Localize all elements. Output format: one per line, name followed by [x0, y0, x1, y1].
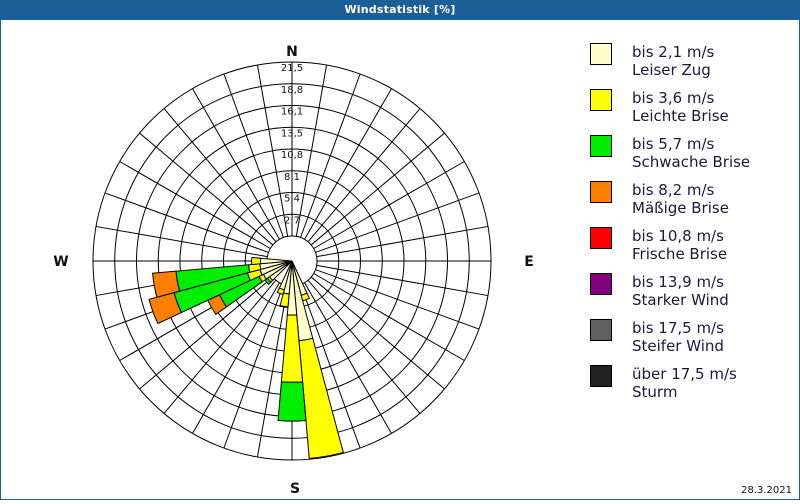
compass-south: S	[290, 481, 300, 497]
compass-west: W	[53, 254, 68, 270]
ring-label: 13,5	[281, 128, 303, 139]
legend-label: Leiser Zug	[632, 61, 711, 79]
legend-label: Sturm	[632, 383, 677, 401]
compass-north: N	[286, 44, 298, 60]
legend-range: bis 2,1 m/s	[632, 43, 714, 61]
legend-swatch	[590, 365, 612, 387]
ring-label: 8,1	[284, 172, 300, 183]
legend-range: bis 8,2 m/s	[632, 181, 714, 199]
wind-sector-segment	[299, 338, 343, 458]
ring-label: 21,5	[281, 63, 303, 74]
ring-label: 10,8	[281, 150, 303, 161]
legend-swatch	[590, 273, 612, 295]
legend-swatch	[590, 135, 612, 157]
legend-swatch	[590, 181, 612, 203]
legend-swatch	[590, 89, 612, 111]
compass-east: E	[524, 254, 534, 270]
legend-label: Starker Wind	[632, 291, 729, 309]
legend-label: Steifer Wind	[632, 337, 724, 355]
ring-label: 18,8	[281, 85, 303, 96]
wind-sector-segment	[280, 293, 289, 307]
legend-swatch	[590, 227, 612, 249]
ring-label: 2,7	[284, 215, 300, 226]
wind-sector-segment	[278, 382, 306, 421]
legend-label: Leichte Brise	[632, 107, 729, 125]
legend-label: Mäßige Brise	[632, 199, 729, 217]
ring-label: 5,4	[284, 194, 300, 205]
wind-rose-plot: 2,7 5,4 8,1 10,8 13,5 16,1 18,8 21,5 N E S W	[0, 20, 560, 500]
ring-label: 16,1	[281, 107, 303, 118]
legend-label: Frische Brise	[632, 245, 727, 263]
wind-sector-segment	[277, 288, 284, 294]
legend-label: Schwache Brise	[632, 153, 750, 171]
legend-swatch	[590, 43, 612, 65]
legend-range: über 17,5 m/s	[632, 365, 737, 383]
legend-range: bis 10,8 m/s	[632, 227, 724, 245]
legend-range: bis 17,5 m/s	[632, 319, 724, 337]
legend-swatch	[590, 319, 612, 341]
legend-range: bis 3,6 m/s	[632, 89, 714, 107]
wind-sector-segment	[252, 257, 261, 264]
chart-title: Windstatistik [%]	[0, 0, 800, 20]
legend-range: bis 5,7 m/s	[632, 135, 714, 153]
wind-rose-svg: 2,7 5,4 8,1 10,8 13,5 16,1 18,8 21,5 N E S W	[0, 20, 560, 500]
date-label: 28.3.2021	[741, 485, 792, 496]
legend-range: bis 13,9 m/s	[632, 273, 724, 291]
